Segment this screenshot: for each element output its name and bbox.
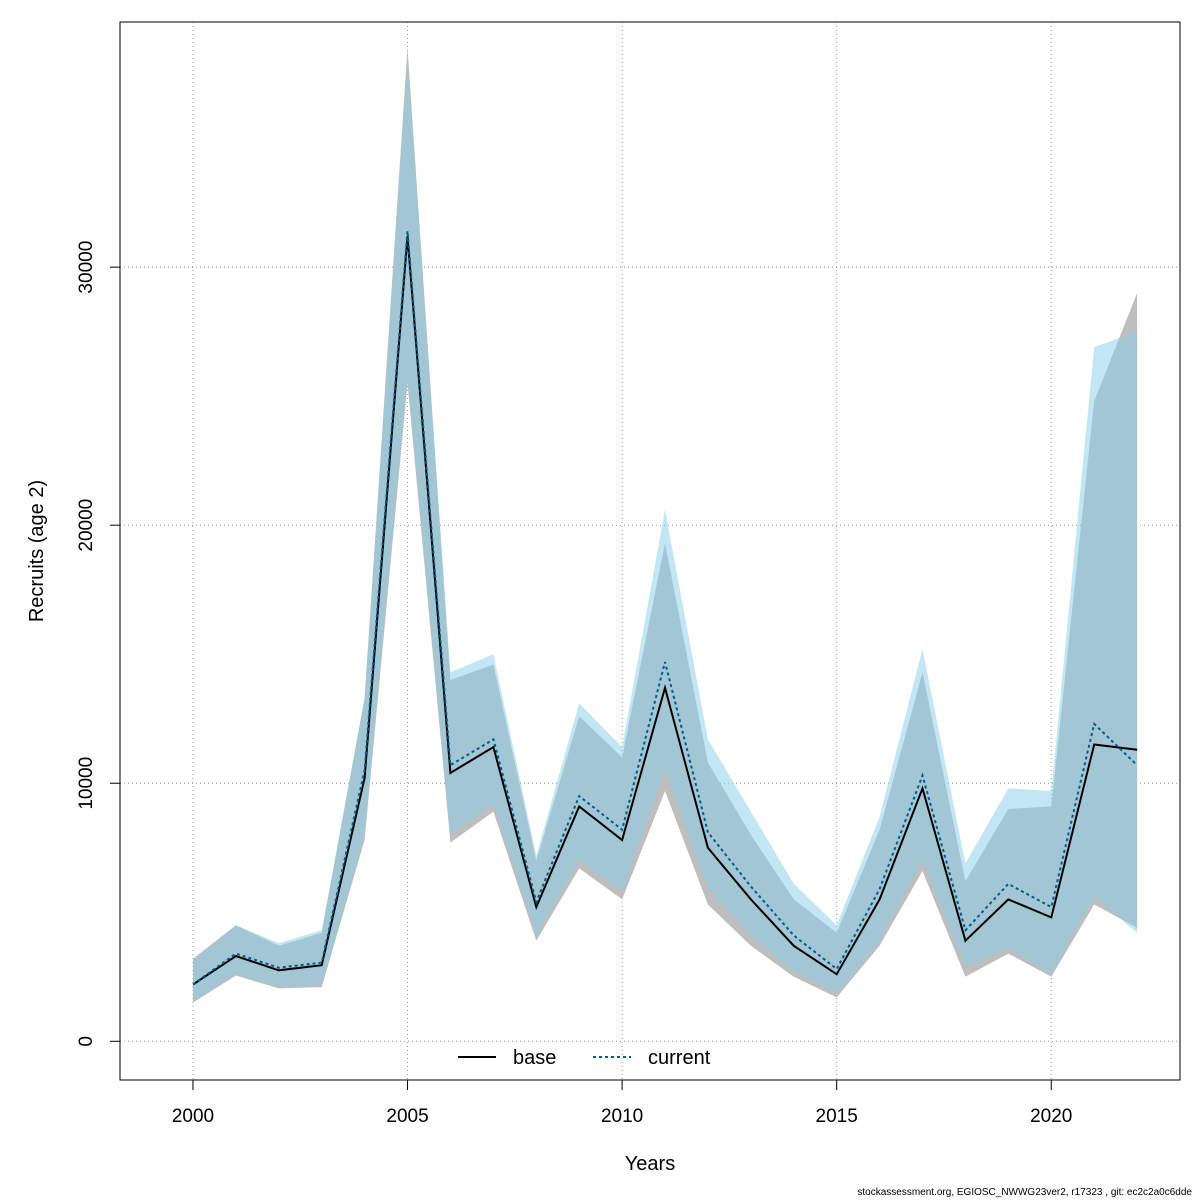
x-tick-label-2010: 2010	[601, 1106, 643, 1127]
x-axis-title: Years	[625, 1153, 675, 1175]
y-tick-label-10000: 10000	[76, 757, 97, 810]
y-tick-label-20000: 20000	[76, 499, 97, 552]
y-axis-title: Recruits (age 2)	[26, 480, 48, 622]
y-tick-label-0: 0	[76, 1036, 97, 1047]
legend-current-label: current	[648, 1047, 711, 1069]
footer-credit: stockassessment.org, EGIOSC_NWWG23ver2, …	[857, 1187, 1192, 1198]
line-current	[192, 230, 1138, 986]
x-tick-label-2005: 2005	[386, 1106, 428, 1127]
x-axis: 2000 2005 2010 2015 2020	[172, 1079, 1072, 1127]
y-tick-label-30000: 30000	[76, 241, 97, 294]
confidence-bands	[193, 47, 1138, 1003]
x-tick-label-2020: 2020	[1030, 1106, 1072, 1127]
y-axis: 0 10000 20000 30000	[76, 241, 121, 1047]
line-base	[192, 236, 1138, 986]
x-tick-label-2015: 2015	[816, 1106, 858, 1127]
x-tick-label-2000: 2000	[172, 1106, 214, 1127]
legend: base current	[458, 1047, 711, 1069]
band-current	[193, 60, 1138, 1002]
series-lines	[192, 230, 1138, 986]
legend-base-label: base	[513, 1047, 556, 1069]
